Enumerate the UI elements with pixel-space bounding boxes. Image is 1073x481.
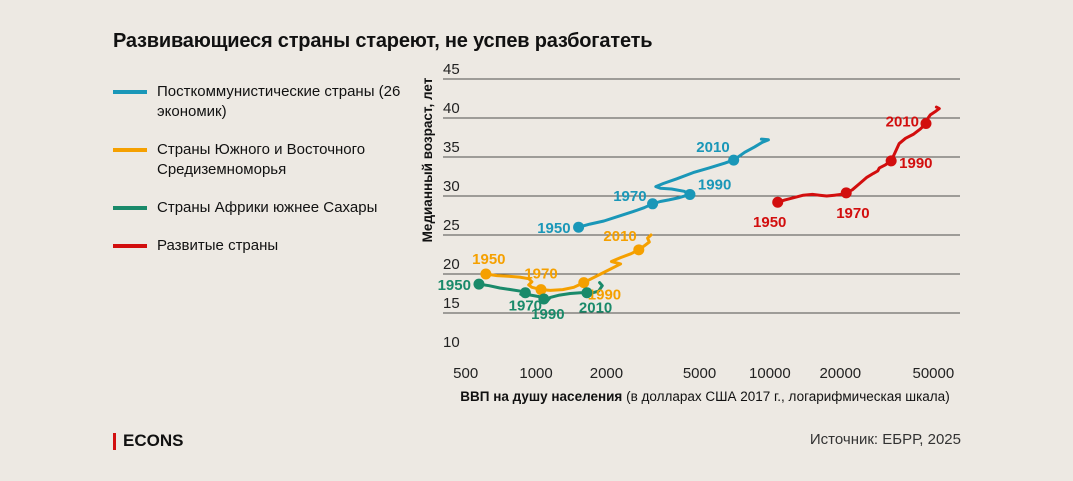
data-point (633, 244, 645, 256)
x-axis-label: ВВП на душу населения (в долларах США 20… (460, 389, 949, 404)
legend-item-postcommunist: Посткоммунистические страны (26 экономик… (113, 82, 413, 122)
brand-name: ECONS (123, 431, 184, 450)
legend-item-developed: Развитые страны (113, 236, 413, 256)
data-label: 1970 (509, 298, 542, 315)
legend-swatch (113, 148, 147, 152)
y-tick-label: 30 (443, 178, 460, 195)
legend-label: Посткоммунистические страны (26 экономик… (157, 83, 401, 120)
x-tick-label: 1000 (519, 365, 552, 382)
data-label: 1970 (836, 205, 869, 222)
brand-logo: ECONS (113, 431, 183, 451)
legend-item-mediterranean: Страны Южного и Восточного Средиземномор… (113, 140, 413, 180)
y-tick-label: 25 (443, 217, 460, 234)
legend-label: Страны Южного и Восточного Средиземномор… (157, 141, 366, 178)
data-point (535, 284, 547, 296)
data-label: 1990 (899, 155, 932, 172)
x-tick-label: 500 (453, 365, 478, 382)
data-point (840, 187, 852, 199)
y-tick-label: 45 (443, 61, 460, 78)
legend-label: Страны Африки южнее Сахары (157, 199, 378, 216)
data-point (885, 155, 897, 167)
data-point (581, 287, 593, 299)
data-point (728, 154, 740, 166)
data-point (519, 287, 531, 299)
legend-swatch (113, 244, 147, 248)
data-label: 2010 (886, 113, 919, 130)
data-point (920, 117, 932, 129)
y-tick-label: 10 (443, 334, 460, 351)
data-label: 1970 (613, 188, 646, 205)
grid (443, 78, 960, 314)
data-label: 1950 (472, 251, 505, 268)
x-tick-label: 10000 (749, 365, 791, 382)
y-tick-label: 40 (443, 100, 460, 117)
x-tick-label: 50000 (912, 365, 954, 382)
legend-swatch (113, 206, 147, 210)
y-axis-label: Медианный возраст, лет (420, 77, 435, 242)
series-line (577, 137, 770, 229)
x-axis-label-bold: ВВП на душу населения (460, 389, 622, 404)
legend-label: Развитые страны (157, 237, 279, 254)
data-label: 1970 (524, 266, 557, 283)
data-label: 2010 (696, 139, 729, 156)
x-axis-label-rest: (в долларах США 2017 г., логарифмическая… (622, 389, 949, 404)
y-tick-label: 15 (443, 295, 460, 312)
data-label: 1950 (753, 214, 786, 231)
data-label: 2010 (603, 228, 636, 245)
legend-swatch (113, 90, 147, 94)
data-point (538, 293, 550, 305)
data-point (578, 277, 590, 289)
x-tick-label: 5000 (683, 365, 716, 382)
y-tick-label: 20 (443, 256, 460, 273)
source-note: Источник: ЕБРР, 2025 (809, 431, 961, 448)
axis-ticks: 10 15 20 25 30 35 40 45 500 1000 2000 5000 10000 2000… (443, 61, 954, 382)
brand-bar (113, 432, 116, 450)
legend: Посткоммунистические страны (26 экономик… (113, 82, 413, 274)
data-point (473, 278, 485, 290)
data-point (772, 196, 784, 208)
data-point (480, 268, 492, 280)
data-label: 2010 (579, 300, 612, 317)
data-label: 1990 (588, 287, 621, 304)
data-label: 1950 (537, 220, 570, 237)
data-point (684, 188, 696, 200)
legend-item-africa: Страны Африки южнее Сахары (113, 198, 413, 218)
data-label: 1990 (531, 306, 564, 323)
data-point (573, 221, 585, 233)
y-tick-label: 35 (443, 139, 460, 156)
data-label: 1950 (438, 277, 471, 294)
x-tick-label: 20000 (819, 365, 861, 382)
data-point (647, 198, 659, 210)
data-label: 1990 (698, 176, 731, 193)
x-tick-label: 2000 (590, 365, 623, 382)
series-points: 1950197019902010195019701990201019501970… (438, 113, 933, 323)
chart-title: Развивающиеся страны стареют, не успев р… (113, 30, 653, 52)
